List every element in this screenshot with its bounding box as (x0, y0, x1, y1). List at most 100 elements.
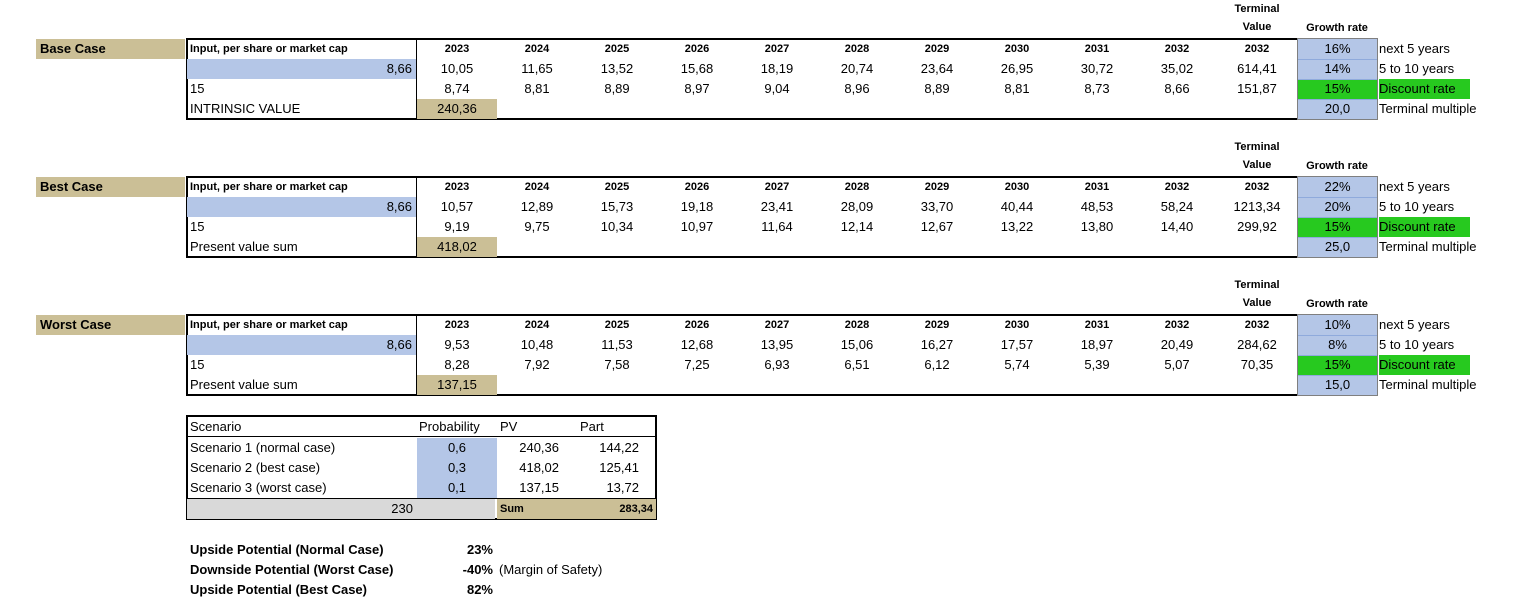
potential-label: Upside Potential (Best Case) (190, 582, 367, 597)
year-header: 2029 (924, 319, 950, 331)
assumption-divider (1298, 335, 1377, 336)
pv-value: 9,75 (524, 219, 550, 234)
assumption-label: next 5 years (1379, 41, 1450, 56)
discount-years[interactable]: 15 (190, 81, 205, 96)
growth-5yr-input[interactable]: 10% (1298, 315, 1377, 335)
probability-input-fill (417, 438, 497, 498)
assumption-label: 5 to 10 years (1379, 61, 1455, 76)
fcf-value: 28,09 (840, 199, 874, 214)
growth-5yr-input[interactable]: 22% (1298, 177, 1377, 197)
pv-value: 14,40 (1160, 219, 1194, 234)
year-header: 2032 (1244, 319, 1270, 331)
pv-value: 5,07 (1164, 357, 1190, 372)
pv-value: 7,92 (524, 357, 550, 372)
scenario-row-part: 125,41 (599, 460, 639, 475)
fcf-value: 20,49 (1160, 337, 1194, 352)
pv-value: 6,51 (844, 357, 870, 372)
discount-rate-input[interactable]: 15% (1298, 355, 1377, 375)
discount-years[interactable]: 15 (190, 357, 205, 372)
fcf-value: 10,57 (440, 199, 474, 214)
fcf-value: 20,74 (840, 61, 874, 76)
pv-value: 10,97 (680, 219, 714, 234)
fcf-value: 40,44 (1000, 199, 1034, 214)
scenario-row-name: Scenario 3 (worst case) (190, 480, 327, 495)
pv-value: 12,67 (920, 219, 954, 234)
pv-value: 11,64 (761, 219, 793, 234)
scenario-sum-divider (187, 498, 656, 499)
discount-rate-input[interactable]: 15% (1298, 79, 1377, 99)
assumption-label: Discount rate (1379, 217, 1470, 237)
scenario-header-pv: PV (500, 419, 518, 434)
assumption-label: next 5 years (1379, 179, 1450, 194)
input-value[interactable]: 8,66 (187, 335, 416, 355)
discount-years[interactable]: 15 (190, 219, 205, 234)
result-label: Present value sum (190, 377, 298, 392)
sum-label: Sum (500, 503, 524, 515)
pv-value: 9,19 (444, 219, 470, 234)
assumption-box-border (1297, 176, 1378, 258)
fcf-value: 26,95 (1000, 61, 1034, 76)
assumption-divider (1298, 79, 1377, 80)
fcf-value: 9,53 (444, 337, 470, 352)
growth-10yr-input[interactable]: 14% (1298, 59, 1377, 79)
input-value[interactable]: 8,66 (187, 59, 416, 79)
scenario-row-part: 13,72 (606, 480, 639, 495)
growth-5yr-input[interactable]: 16% (1298, 39, 1377, 59)
year-header: 2027 (764, 181, 790, 193)
terminal-multiple-input[interactable]: 25,0 (1298, 237, 1377, 257)
pv-value: 6,12 (924, 357, 950, 372)
potential-note: (Margin of Safety) (499, 562, 603, 577)
growth-10yr-input[interactable]: 8% (1298, 335, 1377, 355)
fcf-value: 19,18 (680, 199, 714, 214)
pv-value: 299,92 (1237, 219, 1277, 234)
pv-value: 8,89 (924, 81, 950, 96)
assumption-divider (1298, 99, 1377, 100)
growth-10yr-input[interactable]: 20% (1298, 197, 1377, 217)
fcf-value: 18,97 (1080, 337, 1114, 352)
pv-value: 10,34 (600, 219, 634, 234)
fcf-value: 11,53 (601, 337, 633, 352)
pv-value: 6,93 (764, 357, 790, 372)
potential-value: -40% (462, 562, 493, 577)
scenario-row-probability[interactable]: 0,3 (447, 460, 467, 475)
pv-value: 5,39 (1084, 357, 1110, 372)
discount-rate-input[interactable]: 15% (1298, 217, 1377, 237)
scenario-row-probability[interactable]: 0,1 (447, 480, 467, 495)
assumption-box-border (1297, 38, 1378, 120)
fcf-value: 12,68 (680, 337, 714, 352)
scenario-row-pv: 418,02 (519, 460, 559, 475)
scenario-row-pv: 137,15 (519, 480, 559, 495)
scenario-header-probability: Probability (419, 419, 480, 434)
terminal-multiple-input[interactable]: 20,0 (1298, 99, 1377, 119)
fcf-value: 13,52 (600, 61, 634, 76)
result-value: 418,02 (417, 237, 497, 257)
assumption-label: Terminal multiple (1379, 377, 1477, 392)
fcf-value: 23,64 (920, 61, 954, 76)
fcf-value: 33,70 (920, 199, 954, 214)
pv-value: 8,89 (604, 81, 630, 96)
fcf-value: 284,62 (1237, 337, 1277, 352)
pv-value: 8,28 (444, 357, 470, 372)
input-value[interactable]: 8,66 (187, 197, 416, 217)
fcf-value: 58,24 (1160, 199, 1194, 214)
assumption-label: Discount rate (1379, 355, 1470, 375)
assumption-label: next 5 years (1379, 317, 1450, 332)
fcf-value: 13,95 (760, 337, 794, 352)
terminal-multiple-input[interactable]: 15,0 (1298, 375, 1377, 395)
year-header: 2025 (604, 319, 630, 331)
current-price-cell[interactable]: 230 (187, 499, 495, 519)
input-column-divider (416, 316, 417, 394)
fcf-value: 15,73 (600, 199, 634, 214)
scenario-row-probability[interactable]: 0,6 (447, 440, 467, 455)
assumption-divider (1298, 237, 1377, 238)
year-header: 2032 (1164, 43, 1190, 55)
year-header: 2027 (764, 43, 790, 55)
scenario-row-name: Scenario 1 (normal case) (190, 440, 336, 455)
pv-value: 8,73 (1084, 81, 1110, 96)
result-value: 240,36 (417, 99, 497, 119)
assumption-label: 5 to 10 years (1379, 199, 1455, 214)
case-label: Base Case (36, 39, 185, 59)
fcf-value: 15,06 (840, 337, 874, 352)
year-header: 2030 (1004, 181, 1030, 193)
pv-value: 151,87 (1237, 81, 1277, 96)
